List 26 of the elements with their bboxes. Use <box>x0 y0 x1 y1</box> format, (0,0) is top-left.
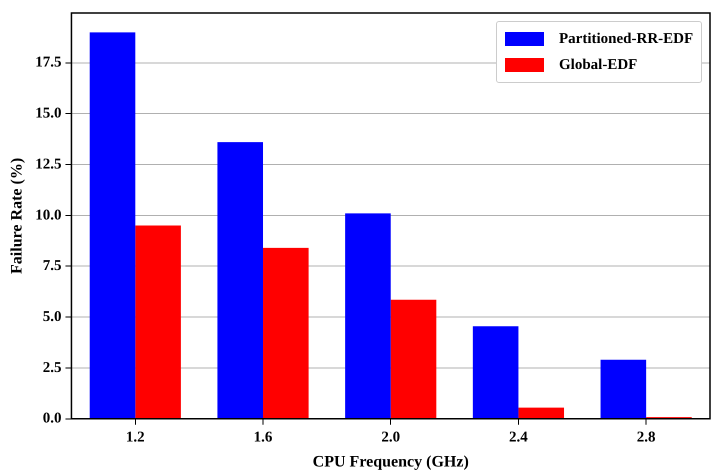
bar <box>263 248 309 418</box>
bar <box>472 326 518 418</box>
bar <box>390 300 436 418</box>
bar <box>135 226 181 418</box>
y-tick-label: 15.0 <box>35 106 62 122</box>
x-tick-label: 2.0 <box>381 430 400 446</box>
legend-label: Partitioned-RR-EDF <box>559 30 694 48</box>
bar <box>217 142 264 418</box>
x-tick-label: 2.4 <box>509 430 528 446</box>
legend-label: Global-EDF <box>559 56 638 74</box>
x-tick-label: 2.8 <box>636 430 656 446</box>
bar <box>600 360 646 418</box>
y-tick-label: 12.5 <box>35 156 62 172</box>
y-tick-label: 0.0 <box>42 410 62 427</box>
x-tick-label: 1.6 <box>254 430 273 446</box>
x-axis-title: CPU Frequency (GHz) <box>312 454 469 471</box>
y-tick-label: 7.5 <box>42 258 62 274</box>
y-tick-label: 10.0 <box>35 207 62 224</box>
y-tick-label: 2.5 <box>42 360 62 376</box>
y-axis-title: Failure Rate (%) <box>8 158 26 274</box>
y-tick-label: 5.0 <box>42 308 62 325</box>
y-tick-label: 17.5 <box>35 54 62 71</box>
bar <box>345 213 391 418</box>
bar <box>518 408 564 418</box>
x-tick-label: 1.2 <box>126 430 145 446</box>
bar <box>90 32 136 418</box>
